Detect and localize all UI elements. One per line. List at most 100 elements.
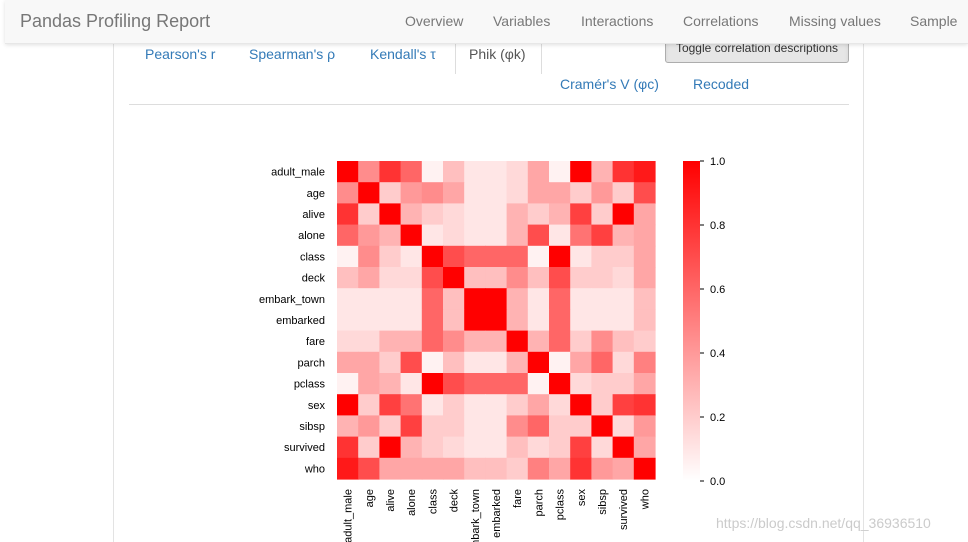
heatmap-cell-pclass-parch <box>527 373 550 395</box>
heatmap-cell-pclass-pclass <box>549 373 571 395</box>
heatmap-cell-embarked-sibsp <box>591 309 614 332</box>
row-label-adult_male: adult_male <box>271 167 325 179</box>
heatmap-cell-parch-sibsp <box>591 351 614 374</box>
top-navbar: Pandas Profiling Report Overview Variabl… <box>5 0 968 44</box>
heatmap-cell-embarked-embark_town <box>464 309 486 332</box>
heatmap-cell-sex-sex <box>570 394 592 416</box>
heatmap-cell-parch-embarked <box>485 351 508 374</box>
nav-correlations[interactable]: Correlations <box>683 13 759 29</box>
heatmap-cell-alive-embarked <box>485 203 508 226</box>
heatmap-cell-alive-age <box>358 203 380 226</box>
heatmap-cell-survived-alone <box>400 436 423 459</box>
heatmap-cell-embarked-age <box>358 309 380 332</box>
heatmap-cell-sex-parch <box>527 394 550 416</box>
row-label-alive: alive <box>302 209 325 221</box>
heatmap-cell-age-parch <box>527 182 550 204</box>
heatmap-cell-fare-deck <box>443 330 465 353</box>
heatmap-cell-sibsp-embark_town <box>464 415 486 438</box>
col-label-age: age <box>364 489 376 507</box>
heatmap-cell-who-pclass <box>549 457 571 480</box>
heatmap-cell-deck-pclass <box>549 267 571 289</box>
heatmap-cell-deck-sex <box>570 267 592 289</box>
nav-missing-values[interactable]: Missing values <box>789 13 881 29</box>
heatmap-cell-fare-sibsp <box>591 330 614 353</box>
col-label-alive: alive <box>385 489 397 512</box>
nav-sample[interactable]: Sample <box>910 13 958 29</box>
heatmap-cell-deck-sibsp <box>591 267 614 289</box>
nav-variables[interactable]: Variables <box>493 13 551 29</box>
heatmap-cell-class-embark_town <box>464 245 486 268</box>
heatmap-cell-who-sibsp <box>591 457 614 480</box>
heatmap-cell-embark_town-embarked <box>485 288 508 310</box>
colorbar-tick-label: 1.0 <box>710 156 725 168</box>
tab-recoded[interactable]: Recoded <box>693 76 750 92</box>
heatmap-cell-embarked-adult_male <box>337 309 359 332</box>
col-label-pclass: pclass <box>555 489 567 521</box>
heatmap-cell-sex-alone <box>400 394 423 416</box>
heatmap-cell-class-embarked <box>485 245 508 268</box>
heatmap-cell-sibsp-embarked <box>485 415 508 438</box>
heatmap-cell-deck-deck <box>443 267 465 289</box>
heatmap-cell-class-parch <box>527 245 550 268</box>
heatmap-cell-class-alone <box>400 245 423 268</box>
heatmap-cell-embarked-pclass <box>549 309 571 332</box>
heatmap-cell-survived-fare <box>506 436 529 459</box>
heatmap-cell-survived-who <box>633 436 656 459</box>
heatmap-cell-embarked-survived <box>612 309 635 332</box>
heatmap-cell-alive-sex <box>570 203 592 226</box>
heatmap-cell-adult_male-parch <box>527 161 550 183</box>
colorbar-ticks: 0.0 0.2 0.4 0.6 0.8 1.0 <box>700 156 725 488</box>
heatmap-cell-fare-alone <box>400 330 423 353</box>
heatmap-cell-who-alone <box>400 457 423 480</box>
heatmap-cell-age-who <box>633 182 656 204</box>
heatmap-cell-who-deck <box>443 457 465 480</box>
heatmap-cell-deck-fare <box>506 267 529 289</box>
heatmap-cell-embark_town-alive <box>379 288 402 310</box>
brand-title[interactable]: Pandas Profiling Report <box>20 11 211 31</box>
heatmap-cell-sibsp-fare <box>506 415 529 438</box>
heatmap-cell-class-who <box>633 245 656 268</box>
tab-spearman[interactable]: Spearman's ρ <box>249 46 336 62</box>
heatmap-cell-embark_town-class <box>421 288 444 310</box>
row-label-survived: survived <box>284 442 325 454</box>
nav-overview[interactable]: Overview <box>405 13 464 29</box>
heatmap-cell-sex-deck <box>443 394 465 416</box>
col-label-adult_male: adult_male <box>343 489 355 542</box>
heatmap-cell-fare-adult_male <box>337 330 359 353</box>
heatmap-cell-sex-pclass <box>549 394 571 416</box>
heatmap-cell-sex-alive <box>379 394 402 416</box>
nav-interactions[interactable]: Interactions <box>581 13 654 29</box>
heatmap-cell-pclass-embarked <box>485 373 508 395</box>
heatmap-cell-sex-sibsp <box>591 394 614 416</box>
heatmap-cell-age-sibsp <box>591 182 614 204</box>
heatmap-cell-parch-sex <box>570 351 592 374</box>
heatmap-cell-adult_male-sibsp <box>591 161 614 183</box>
heatmap-cell-age-embark_town <box>464 182 486 204</box>
heatmap-cell-parch-adult_male <box>337 351 359 374</box>
tab-pearson[interactable]: Pearson's r <box>145 46 216 62</box>
heatmap-cell-pclass-sibsp <box>591 373 614 395</box>
heatmap-cell-sibsp-sibsp <box>591 415 614 438</box>
heatmap-cell-alive-adult_male <box>337 203 359 226</box>
heatmap-cell-embarked-sex <box>570 309 592 332</box>
heatmap-cell-class-pclass <box>549 245 571 268</box>
heatmap-cell-alone-sibsp <box>591 224 614 247</box>
heatmap-cell-age-age <box>358 182 380 204</box>
heatmap-cell-parch-alone <box>400 351 423 374</box>
heatmap-cell-sex-adult_male <box>337 394 359 416</box>
heatmap-cell-sibsp-who <box>633 415 656 438</box>
heatmap-cell-sibsp-age <box>358 415 380 438</box>
tab-phik[interactable]: Phik (φk) <box>469 46 526 62</box>
heatmap-cell-adult_male-embarked <box>485 161 508 183</box>
heatmap-cell-deck-survived <box>612 267 635 289</box>
heatmap-cell-survived-deck <box>443 436 465 459</box>
heatmap-cell-who-survived <box>612 457 635 480</box>
heatmap-cell-sibsp-survived <box>612 415 635 438</box>
heatmap-cell-alone-alone <box>400 224 423 247</box>
heatmap-cell-embark_town-embark_town <box>464 288 486 310</box>
tab-cramers-v[interactable]: Cramér's V (φc) <box>560 76 659 92</box>
tab-kendall[interactable]: Kendall's τ <box>370 46 436 62</box>
heatmap-cell-sex-embark_town <box>464 394 486 416</box>
heatmap-cell-alive-pclass <box>549 203 571 226</box>
heatmap-cell-embarked-who <box>633 309 656 332</box>
